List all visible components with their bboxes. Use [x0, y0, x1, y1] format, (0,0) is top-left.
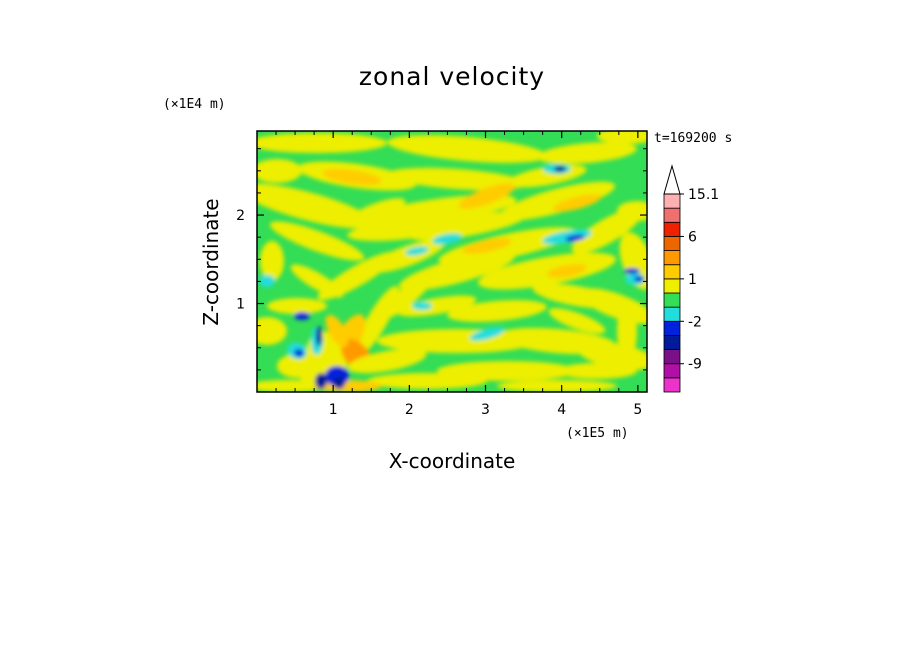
contour-blob	[405, 246, 429, 256]
contour-blob	[552, 194, 602, 212]
contour-blob	[355, 286, 399, 356]
contour-blob	[257, 317, 287, 345]
contour-blob	[347, 348, 427, 374]
contour-blob	[333, 377, 345, 389]
contour-blob	[469, 327, 505, 341]
contour-blob	[537, 142, 637, 164]
colorbar-segment	[663, 349, 681, 365]
colorbar-segment	[663, 335, 681, 350]
colorbar-segment	[663, 306, 681, 322]
colorbar-segment	[663, 221, 681, 237]
colorbar-label: -9	[688, 357, 702, 373]
contour-blob	[257, 183, 375, 229]
contour-blob	[348, 198, 406, 224]
contour-blob	[257, 133, 387, 153]
contour-blob	[269, 221, 365, 261]
contour-blob	[367, 373, 487, 389]
contour-blob	[554, 166, 566, 172]
contour-blob	[315, 373, 327, 389]
contour-blob	[447, 300, 547, 322]
colorbar-label: -2	[688, 314, 702, 330]
colorbar-label: 6	[688, 229, 697, 245]
contour-blob	[571, 208, 643, 254]
contour-blob	[577, 342, 647, 370]
contour-blob	[387, 135, 547, 163]
contour-blob	[579, 288, 647, 324]
x-tick-label: 3	[481, 402, 490, 418]
x-tick-label: 2	[405, 402, 414, 418]
colorbar-segment	[663, 363, 681, 379]
contour-blob	[548, 308, 606, 334]
contour-blob	[316, 326, 322, 346]
contour-blob	[432, 233, 462, 245]
contour-blob	[290, 264, 344, 298]
contour-blob	[259, 275, 275, 287]
chart-title: zonal velocity	[359, 62, 545, 91]
colorbar-segment	[663, 193, 681, 209]
contour-blob	[407, 211, 527, 241]
y-axis-ticks: 12	[236, 148, 647, 371]
contour-blob	[497, 380, 617, 392]
y-scale-note: (×1E4 m)	[163, 97, 226, 112]
contour-blob	[458, 183, 516, 209]
colorbar-segment	[663, 278, 681, 294]
contour-blob	[347, 221, 447, 241]
contour-blob	[597, 131, 647, 144]
colorbar-segment	[663, 207, 681, 223]
colorbar-segment	[663, 377, 681, 393]
y-tick-label: 1	[236, 297, 245, 313]
contour-blob	[397, 295, 477, 317]
x-axis-label: X-coordinate	[389, 449, 516, 473]
contour-blob	[542, 229, 592, 245]
contour-blob	[624, 268, 640, 274]
contour-blob	[498, 181, 616, 221]
x-axis-ticks: 1 2 3 4 5	[275, 131, 642, 418]
colorbar-segment	[663, 250, 681, 266]
time-label: t=169200 s	[654, 131, 732, 146]
y-axis-label: Z-coordinate	[199, 198, 223, 325]
contour-blob	[565, 234, 585, 242]
colorbar-label: 1	[688, 272, 697, 288]
x-tick-label: 4	[557, 402, 566, 418]
contour-blob	[325, 314, 349, 348]
contour-blob	[547, 264, 587, 278]
contour-blob	[478, 252, 616, 290]
contour-blob	[294, 348, 304, 358]
contour-blob	[260, 241, 284, 281]
x-tick-label: 5	[633, 402, 642, 418]
colorbar: 15.1 6 1 -2 -9	[663, 164, 719, 393]
contour-blob	[634, 276, 644, 282]
contour-blob	[387, 167, 527, 191]
x-tick-label: 1	[329, 402, 338, 418]
contour-blob	[617, 301, 637, 361]
colorbar-segment	[663, 264, 681, 280]
x-scale-note: (×1E5 m)	[566, 426, 629, 441]
contour-blobs	[257, 131, 647, 392]
contour-blob	[267, 298, 327, 314]
contour-blob	[557, 363, 637, 379]
contour-blob	[462, 238, 512, 254]
contour-blob	[294, 312, 310, 320]
y-tick-label: 2	[236, 208, 245, 224]
contour-blob	[412, 302, 432, 310]
colorbar-label: 15.1	[688, 187, 719, 203]
contour-blob	[322, 168, 382, 186]
colorbar-segment	[663, 292, 681, 308]
colorbar-segment	[663, 236, 681, 251]
colorbar-segment	[663, 320, 681, 336]
colorbar-arrow	[663, 164, 681, 195]
contour-blob	[617, 201, 647, 221]
contour-blob	[257, 159, 302, 183]
contour-field	[257, 131, 647, 392]
plot-frame	[256, 130, 648, 393]
